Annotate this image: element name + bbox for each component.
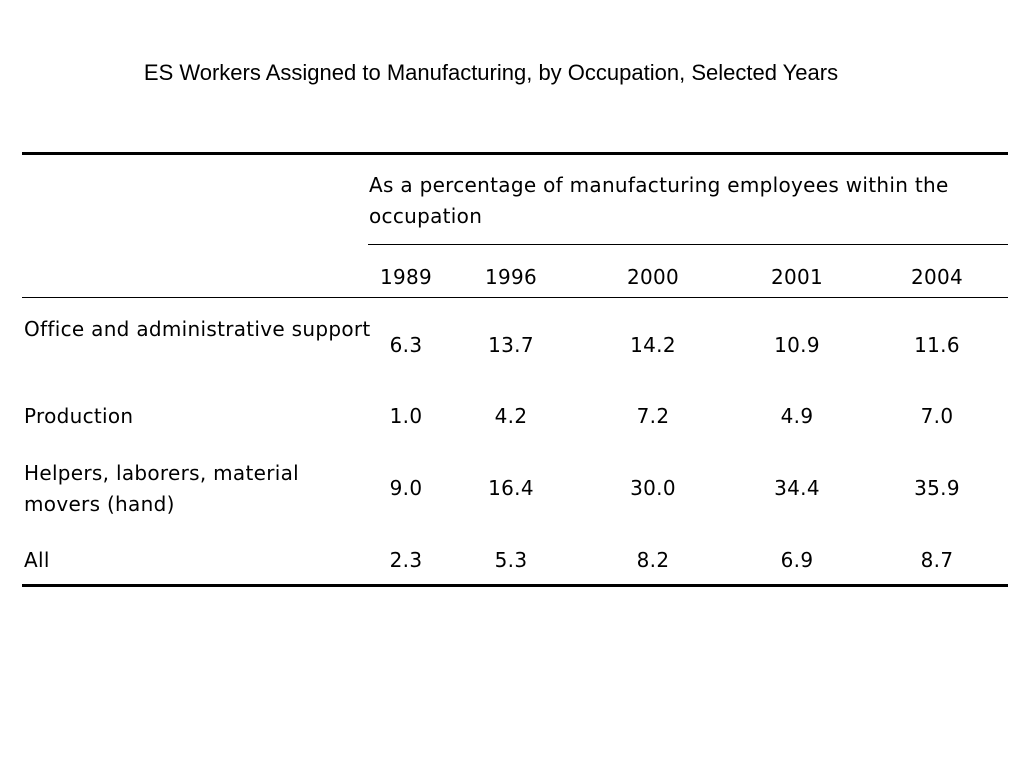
- year-header-2000: 2000: [626, 265, 680, 289]
- table-cell: 4.2: [494, 404, 528, 428]
- table-cell: 13.7: [488, 333, 534, 357]
- table-cell: 4.9: [780, 404, 814, 428]
- row-label-helpers: Helpers, laborers, material movers (hand…: [24, 461, 300, 516]
- year-header-1989: 1989: [379, 265, 433, 289]
- table-cell: 10.9: [774, 333, 820, 357]
- year-header-2001: 2001: [770, 265, 824, 289]
- header-rule: [22, 297, 1008, 298]
- table-cell: 8.7: [920, 548, 954, 572]
- table-cell: 1.0: [389, 404, 423, 428]
- group-header-rule: [368, 244, 1008, 245]
- year-header-2004: 2004: [910, 265, 964, 289]
- table-cell: 8.2: [636, 548, 670, 572]
- table-cell: 6.3: [389, 333, 423, 357]
- table-bottom-rule: [22, 584, 1008, 587]
- table-top-rule: [22, 152, 1008, 155]
- page-title: ES Workers Assigned to Manufacturing, by…: [143, 60, 839, 85]
- table-cell: 5.3: [494, 548, 528, 572]
- row-label-production: Production: [24, 404, 134, 428]
- table-cell: 2.3: [389, 548, 423, 572]
- table-cell: 30.0: [630, 476, 676, 500]
- table-cell: 9.0: [389, 476, 423, 500]
- table-cell: 11.6: [914, 333, 960, 357]
- table-cell: 16.4: [488, 476, 534, 500]
- table-cell: 34.4: [774, 476, 820, 500]
- table-cell: 35.9: [914, 476, 960, 500]
- table-cell: 14.2: [630, 333, 676, 357]
- row-label-office-admin: Office and administrative support: [24, 317, 371, 341]
- group-header: As a percentage of manufacturing employe…: [369, 173, 949, 228]
- year-header-1996: 1996: [484, 265, 538, 289]
- table-cell: 6.9: [780, 548, 814, 572]
- row-label-all: All: [24, 548, 50, 572]
- table-cell: 7.0: [920, 404, 954, 428]
- table-cell: 7.2: [636, 404, 670, 428]
